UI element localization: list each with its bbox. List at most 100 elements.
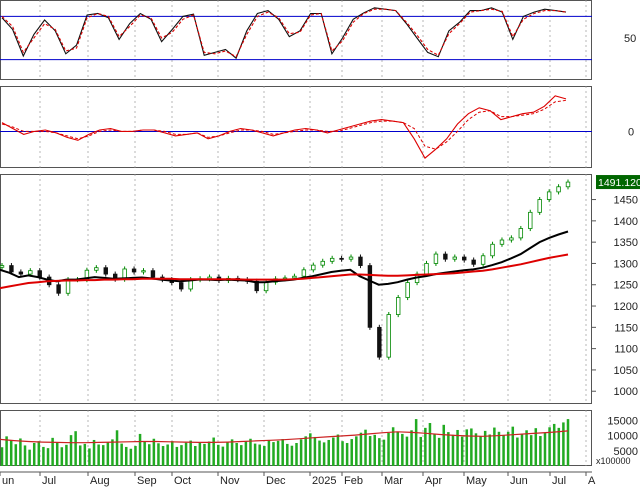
- volume-bar: [19, 438, 22, 466]
- volume-bar: [276, 440, 280, 466]
- price-candle-body: [37, 270, 42, 278]
- volume-bar: [525, 430, 528, 466]
- volume-bar: [203, 443, 206, 466]
- volume-bar: [520, 433, 524, 466]
- price-candle-body: [179, 282, 184, 290]
- volume-bar: [5, 436, 8, 466]
- volume-bar: [451, 434, 455, 466]
- volume-bar: [428, 423, 432, 466]
- volume-bar: [166, 444, 169, 466]
- volume-bar: [304, 436, 307, 466]
- last-price-label: 1491.120: [598, 177, 640, 189]
- volume-bar: [194, 446, 197, 466]
- volume-bar: [479, 436, 482, 466]
- volume-bar: [32, 442, 36, 466]
- price-candle-body: [537, 199, 542, 213]
- volume-bar: [327, 439, 330, 466]
- volume-bar: [106, 442, 110, 466]
- volume-bar: [470, 428, 473, 466]
- price-y-tick-label: 1200: [614, 301, 638, 313]
- price-y-tick-label: 1300: [614, 258, 638, 270]
- x-axis-tick-label: Nov: [220, 475, 240, 487]
- volume-bar: [258, 444, 261, 466]
- volume-bar: [138, 433, 142, 466]
- price-candle-body: [367, 265, 373, 328]
- volume-bar: [240, 445, 243, 466]
- x-axis-tick-label: Sep: [137, 475, 157, 487]
- volume-bar: [23, 445, 27, 466]
- price-candle-body: [348, 256, 354, 260]
- price-candle-body: [141, 270, 146, 273]
- price-y-tick-label: 1150: [614, 322, 638, 334]
- volume-bar: [101, 445, 105, 466]
- volume-bar: [341, 441, 344, 466]
- volume-bar: [207, 441, 211, 466]
- price-candle-body: [471, 259, 476, 265]
- volume-bar: [299, 439, 303, 466]
- volume-bar: [539, 436, 542, 466]
- volume-bar: [272, 442, 275, 466]
- volume-bar: [465, 429, 469, 466]
- volume-bar: [506, 431, 510, 466]
- volume-bar: [157, 443, 160, 466]
- volume-bar: [387, 433, 390, 466]
- volume-bar: [460, 436, 464, 466]
- volume-bar: [419, 436, 423, 466]
- volume-bar: [97, 444, 100, 466]
- volume-bar: [414, 419, 418, 466]
- price-y-tick-label: 1400: [614, 216, 638, 228]
- volume-bar: [111, 439, 114, 466]
- macd-panel-frame: [0, 86, 592, 168]
- volume-bar: [424, 427, 427, 466]
- volume-bar: [69, 435, 73, 466]
- volume-bar: [529, 435, 533, 466]
- price-candle-body: [546, 191, 552, 200]
- volume-bar: [382, 439, 386, 466]
- volume-bar: [557, 427, 561, 466]
- x-axis-tick-label: Jul: [552, 475, 566, 487]
- volume-bar: [401, 433, 404, 466]
- price-candle-body: [565, 181, 571, 188]
- price-candle-body: [0, 265, 5, 268]
- volume-bar: [497, 431, 501, 466]
- volume-bar: [9, 439, 13, 466]
- volume-bar: [92, 439, 96, 466]
- volume-bar: [88, 448, 91, 466]
- price-candle-body: [131, 268, 137, 273]
- volume-bar: [295, 442, 298, 466]
- volume-bar: [322, 442, 326, 466]
- price-candle-body: [462, 256, 467, 261]
- x-axis-tick-label: Oct: [174, 475, 191, 487]
- volume-bar: [74, 431, 77, 466]
- volume-bar: [437, 437, 441, 466]
- volume-bar: [0, 447, 4, 466]
- volume-bar: [543, 432, 547, 466]
- x-axis-tick-label: Feb: [344, 475, 363, 487]
- price-y-tick-label: 1250: [614, 280, 638, 292]
- volume-bar: [180, 445, 183, 466]
- x-axis-tick-label: A: [588, 475, 596, 487]
- price-candle-body: [509, 237, 514, 241]
- volume-bar: [83, 443, 87, 466]
- price-candle-body: [480, 255, 486, 265]
- volume-bar: [373, 434, 376, 466]
- volume-bar: [350, 439, 353, 466]
- price-candle-body: [443, 253, 448, 260]
- volume-bar: [198, 442, 202, 466]
- volume-bar: [249, 438, 252, 466]
- price-candle-body: [103, 267, 108, 275]
- volume-bar: [217, 444, 220, 466]
- volume-y-tick-label: 5000: [614, 446, 638, 458]
- volume-bar: [78, 445, 82, 466]
- volume-bar: [263, 446, 266, 466]
- volume-bar: [336, 434, 340, 466]
- volume-bar: [405, 436, 409, 466]
- volume-bar: [368, 436, 372, 466]
- volume-bar: [548, 427, 551, 466]
- volume-bar: [410, 430, 413, 466]
- volume-bar: [447, 432, 450, 466]
- volume-bar: [562, 422, 565, 466]
- volume-bar: [42, 446, 45, 466]
- x-axis-tick-label: un: [2, 475, 14, 487]
- x-axis-tick-label: May: [466, 475, 487, 487]
